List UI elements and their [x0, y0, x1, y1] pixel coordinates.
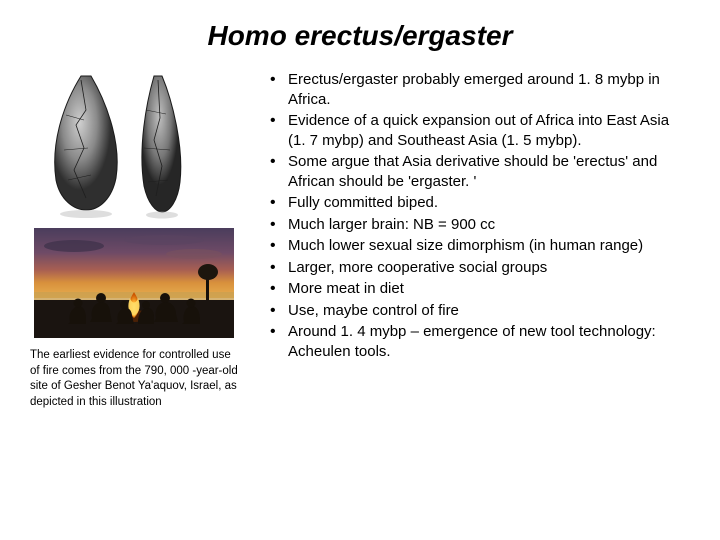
left-column: The earliest evidence for controlled use…	[30, 70, 250, 410]
page-title: Homo erectus/ergaster	[30, 20, 690, 52]
content-row: The earliest evidence for controlled use…	[30, 70, 690, 410]
bullet-list: Erectus/ergaster probably emerged around…	[266, 70, 690, 361]
slide: Homo erectus/ergaster	[0, 0, 720, 540]
fire-scene-illustration	[34, 228, 234, 338]
bullet-item: Use, maybe control of fire	[266, 301, 690, 321]
bullet-item: Around 1. 4 mybp – emergence of new tool…	[266, 322, 690, 361]
bullet-item: Larger, more cooperative social groups	[266, 258, 690, 278]
bullet-item: Fully committed biped.	[266, 193, 690, 213]
handaxe-illustration	[36, 70, 216, 220]
bullet-item: More meat in diet	[266, 279, 690, 299]
figure-caption: The earliest evidence for controlled use…	[30, 348, 250, 410]
right-column: Erectus/ergaster probably emerged around…	[266, 70, 690, 410]
bullet-item: Some argue that Asia derivative should b…	[266, 152, 690, 191]
bullet-item: Much larger brain: NB = 900 cc	[266, 215, 690, 235]
bullet-item: Erectus/ergaster probably emerged around…	[266, 70, 690, 109]
bullet-item: Much lower sexual size dimorphism (in hu…	[266, 236, 690, 256]
bullet-item: Evidence of a quick expansion out of Afr…	[266, 111, 690, 150]
